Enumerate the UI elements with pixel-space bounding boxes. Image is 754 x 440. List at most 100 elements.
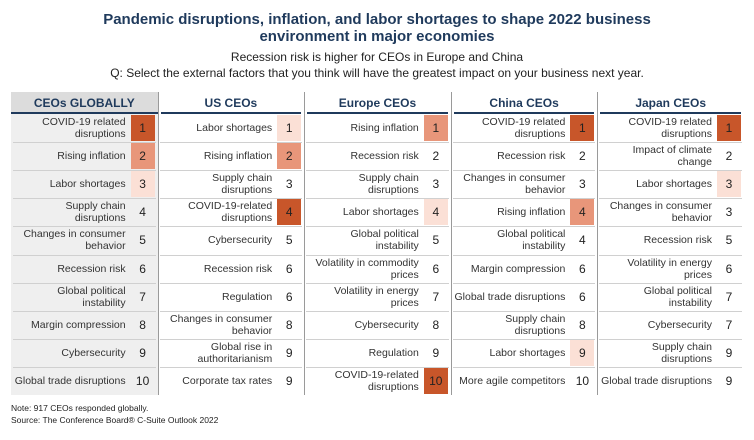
rank-value: 9 xyxy=(285,345,293,360)
rank-value: 6 xyxy=(432,261,440,276)
row-divider xyxy=(13,338,156,340)
factor-label: Supply chain disruptions xyxy=(212,172,273,197)
factor-label: Global political instability xyxy=(497,228,566,253)
row-divider xyxy=(599,142,742,144)
factor-label: Recession risk xyxy=(643,234,712,247)
row-divider xyxy=(452,254,596,256)
rank-value: 9 xyxy=(725,373,733,388)
row-divider xyxy=(306,142,449,144)
row-divider xyxy=(306,254,449,256)
rank-value: 8 xyxy=(285,317,293,332)
row-divider xyxy=(452,170,596,172)
factor-label: Changes in consumer behavior xyxy=(463,172,566,197)
factor-label: COVID-19 related disruptions xyxy=(628,116,712,141)
factor-label: COVID-19-related disruptions xyxy=(334,368,419,393)
row-divider xyxy=(159,170,303,172)
rank-value: 5 xyxy=(725,233,733,248)
factor-label: Cybersecurity xyxy=(208,234,273,247)
rank-value: 7 xyxy=(725,289,733,304)
chart-title-line-2: environment in major economies xyxy=(259,28,495,45)
rank-value: 4 xyxy=(579,233,586,248)
factor-label: COVID-19 related disruptions xyxy=(481,116,566,141)
factor-label: Volatility in energy prices xyxy=(334,284,419,309)
rank-value: 5 xyxy=(139,233,146,248)
factor-label: Rising inflation xyxy=(350,122,419,135)
row-divider xyxy=(452,282,596,284)
column-divider xyxy=(304,92,306,395)
factor-label: Cybersecurity xyxy=(61,346,126,359)
rank-value: 10 xyxy=(135,373,150,388)
rank-value: 2 xyxy=(579,149,586,164)
column-divider xyxy=(450,92,452,395)
rank-value: 2 xyxy=(725,149,733,164)
column-divider xyxy=(597,92,599,395)
factor-label: Recession risk xyxy=(350,150,419,163)
factor-label: Supply chain disruptions xyxy=(505,312,566,337)
column-header: CEOs GLOBALLY xyxy=(11,92,158,114)
rank-value: 7 xyxy=(725,317,733,332)
source-note: Source: The Conference Board® C-Suite Ou… xyxy=(11,415,219,425)
rank-value: 10 xyxy=(575,373,590,388)
rank-value: 1 xyxy=(277,115,302,142)
row-divider xyxy=(159,142,303,144)
row-divider xyxy=(13,142,156,144)
row-divider xyxy=(306,226,449,228)
row-divider xyxy=(306,366,449,368)
row-divider xyxy=(159,254,303,256)
factor-label: Global political instability xyxy=(643,284,712,309)
rank-value: 9 xyxy=(285,373,293,388)
rank-value: 2 xyxy=(277,143,302,170)
rank-value: 4 xyxy=(570,199,595,226)
row-divider xyxy=(13,282,156,284)
factor-label: Global rise in authoritarianism xyxy=(197,340,273,365)
rank-value: 2 xyxy=(432,149,440,164)
rank-value: 9 xyxy=(139,345,146,360)
factor-label: Volatility in commodity prices xyxy=(315,256,419,281)
factor-label: Cybersecurity xyxy=(354,318,419,331)
row-divider xyxy=(452,198,596,200)
row-divider xyxy=(306,338,449,340)
row-divider xyxy=(13,226,156,228)
rank-value: 9 xyxy=(725,345,733,360)
rank-value: 8 xyxy=(432,317,440,332)
factor-label: Changes in consumer behavior xyxy=(609,200,712,225)
row-divider xyxy=(599,226,742,228)
rank-value: 9 xyxy=(570,339,595,366)
factor-label: Labor shortages xyxy=(342,206,419,219)
chart-title: Pandemic disruptions, inflation, and lab… xyxy=(0,11,754,45)
rank-value: 8 xyxy=(139,317,146,332)
column-header: Europe CEOs xyxy=(307,92,448,114)
rank-value: 3 xyxy=(285,177,293,192)
rank-value: 6 xyxy=(139,261,146,276)
factor-label: Recession risk xyxy=(57,262,126,275)
chart-title-line-1: Pandemic disruptions, inflation, and lab… xyxy=(103,11,651,28)
rank-value: 9 xyxy=(432,345,440,360)
factor-label: Volatility in energy prices xyxy=(627,256,712,281)
rankings-table: CEOs GLOBALLY COVID-19 related disruption… xyxy=(11,92,744,395)
row-divider xyxy=(13,310,156,312)
row-divider xyxy=(452,338,596,340)
factor-label: COVID-19-related disruptions xyxy=(188,200,273,225)
factor-label: Rising inflation xyxy=(203,150,273,163)
rank-value: 1 xyxy=(717,115,741,142)
rank-value: 6 xyxy=(725,261,733,276)
row-divider xyxy=(599,338,742,340)
factor-label: Rising inflation xyxy=(497,206,566,219)
factor-label: Global trade disruptions xyxy=(454,290,566,303)
rank-value: 1 xyxy=(423,115,448,142)
factor-label: Changes in consumer behavior xyxy=(170,312,273,337)
row-divider xyxy=(306,170,449,172)
factor-label: More agile competitors xyxy=(459,374,566,387)
rank-value: 5 xyxy=(285,233,293,248)
factor-label: Supply chain disruptions xyxy=(358,172,419,197)
rank-value: 3 xyxy=(432,177,440,192)
rank-value: 1 xyxy=(570,115,595,142)
factor-label: Global political instability xyxy=(57,284,126,309)
rank-value: 6 xyxy=(285,289,293,304)
row-divider xyxy=(159,198,303,200)
factor-label: Global political instability xyxy=(350,228,419,253)
row-divider xyxy=(599,366,742,368)
factor-label: Recession risk xyxy=(497,150,566,163)
row-divider xyxy=(599,170,742,172)
row-divider xyxy=(306,282,449,284)
